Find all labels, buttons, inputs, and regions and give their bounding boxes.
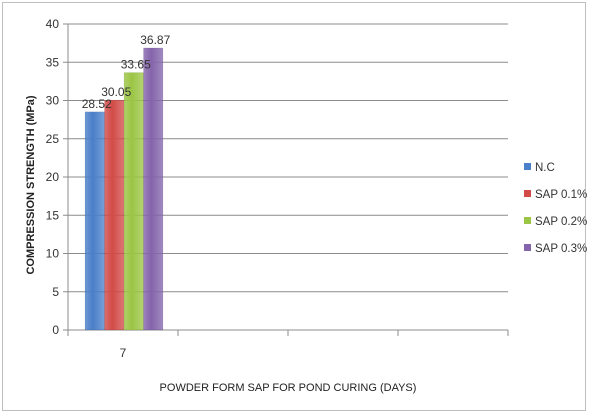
data-label: 36.87 [140, 33, 170, 47]
y-tick-label: 35 [46, 55, 60, 69]
y-tick-label: 0 [52, 323, 59, 337]
legend-label: SAP 0.3% [535, 243, 587, 255]
y-axis-title: COMPRESSION STRENGTH (MPa) [25, 95, 37, 274]
legend-swatch [524, 163, 531, 170]
x-axis-title: POWDER FORM SAP FOR POND CURING (DAYS) [160, 382, 417, 394]
legend-label: N.C [535, 162, 555, 174]
y-tick-label: 10 [46, 247, 60, 261]
bar-sap-0-1- [104, 99, 125, 331]
y-tick-label: 20 [46, 170, 60, 184]
bar-sap-0-2- [123, 72, 144, 331]
legend-label: SAP 0.1% [535, 189, 587, 201]
axes: 0 5 10 15 20 25 30 35 40 7 [46, 17, 509, 360]
bars [84, 47, 164, 331]
y-tick-label: 30 [46, 94, 60, 108]
data-label: 28.52 [82, 97, 112, 111]
y-tick-label: 15 [46, 208, 60, 222]
y-tick-label: 5 [52, 285, 59, 299]
bar-sap-0-3- [143, 47, 164, 331]
legend-swatch [524, 217, 531, 224]
y-tick-label: 40 [46, 17, 60, 31]
legend-label: SAP 0.2% [535, 216, 587, 228]
data-label: 33.65 [121, 58, 151, 72]
data-label: 30.05 [101, 85, 131, 99]
x-tick-label: 7 [120, 346, 127, 360]
y-tick-label: 25 [46, 132, 60, 146]
legend-swatch [524, 190, 531, 197]
legend: N.C SAP 0.1% SAP 0.2% SAP 0.3% [524, 162, 587, 255]
legend-swatch [524, 244, 531, 251]
bar-n-c [84, 111, 105, 331]
